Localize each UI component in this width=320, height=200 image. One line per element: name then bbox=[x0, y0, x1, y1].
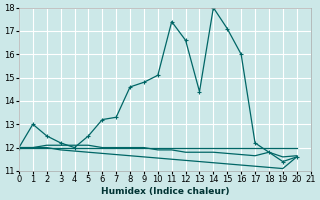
X-axis label: Humidex (Indice chaleur): Humidex (Indice chaleur) bbox=[100, 187, 229, 196]
